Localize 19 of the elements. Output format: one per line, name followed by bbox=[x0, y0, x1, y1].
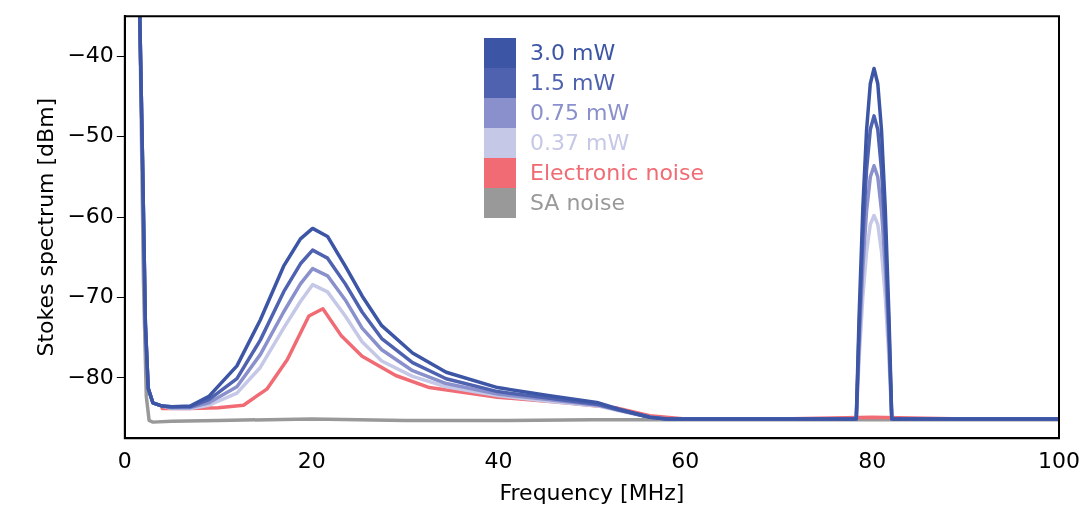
y-axis-title: Stokes spectrum [dBm] bbox=[32, 97, 58, 357]
legend-label: Electronic noise bbox=[530, 159, 704, 187]
x-tick-label: 100 bbox=[1038, 448, 1080, 474]
y-tick-label: −70 bbox=[67, 283, 114, 309]
legend-label: SA noise bbox=[530, 189, 625, 217]
y-tick-label: −80 bbox=[67, 363, 114, 389]
legend-label: 0.75 mW bbox=[530, 99, 630, 127]
x-tick-label: 20 bbox=[297, 448, 326, 474]
x-tick-label: 40 bbox=[484, 448, 513, 474]
y-tick-label: −60 bbox=[67, 202, 114, 228]
x-tick-label: 0 bbox=[117, 448, 132, 474]
x-tick-label: 60 bbox=[671, 448, 700, 474]
x-axis-title: Frequency [MHz] bbox=[499, 479, 685, 505]
legend-label: 0.37 mW bbox=[530, 129, 630, 157]
x-tick-label: 80 bbox=[858, 448, 887, 474]
legend-label: 3.0 mW bbox=[530, 39, 616, 67]
legend-label: 1.5 mW bbox=[530, 69, 616, 97]
y-tick-label: −40 bbox=[67, 42, 114, 68]
y-tick-label: −50 bbox=[67, 122, 114, 148]
